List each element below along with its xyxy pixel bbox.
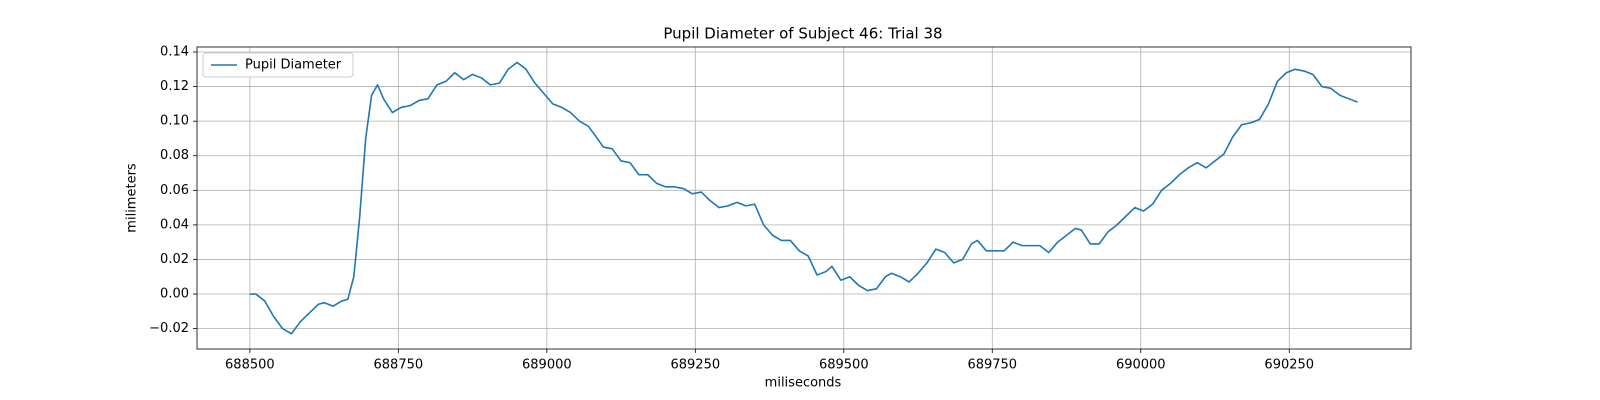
x-tick-label: 688750 xyxy=(374,358,424,373)
data-line xyxy=(249,61,1358,335)
y-tick-label: 0.06 xyxy=(160,183,189,198)
y-tick-label: 0.08 xyxy=(160,148,189,163)
y-tick-label: 0.10 xyxy=(160,114,189,129)
x-axis-label: miliseconds xyxy=(765,376,842,391)
plot-frame xyxy=(196,46,1412,350)
x-tick-label: 689000 xyxy=(522,358,572,373)
y-tick-label: −0.02 xyxy=(149,321,189,336)
legend-box xyxy=(202,52,354,78)
x-tick-label: 689750 xyxy=(967,358,1017,373)
x-tick-label: 688500 xyxy=(225,358,275,373)
legend-label: Pupil Diameter xyxy=(245,58,342,73)
x-tick-label: 690250 xyxy=(1264,358,1314,373)
y-tick-label: 0.02 xyxy=(160,252,189,267)
chart-title: Pupil Diameter of Subject 46: Trial 38 xyxy=(663,25,942,43)
y-tick-label: 0.12 xyxy=(160,79,189,94)
y-axis-label: milimeters xyxy=(125,163,140,233)
x-tick-label: 690000 xyxy=(1116,358,1166,373)
y-tick-label: 0.00 xyxy=(160,287,189,302)
x-tick-label: 689500 xyxy=(819,358,869,373)
x-tick-label: 689250 xyxy=(670,358,720,373)
y-tick-label: 0.14 xyxy=(160,45,189,60)
y-tick-label: 0.04 xyxy=(160,217,189,232)
